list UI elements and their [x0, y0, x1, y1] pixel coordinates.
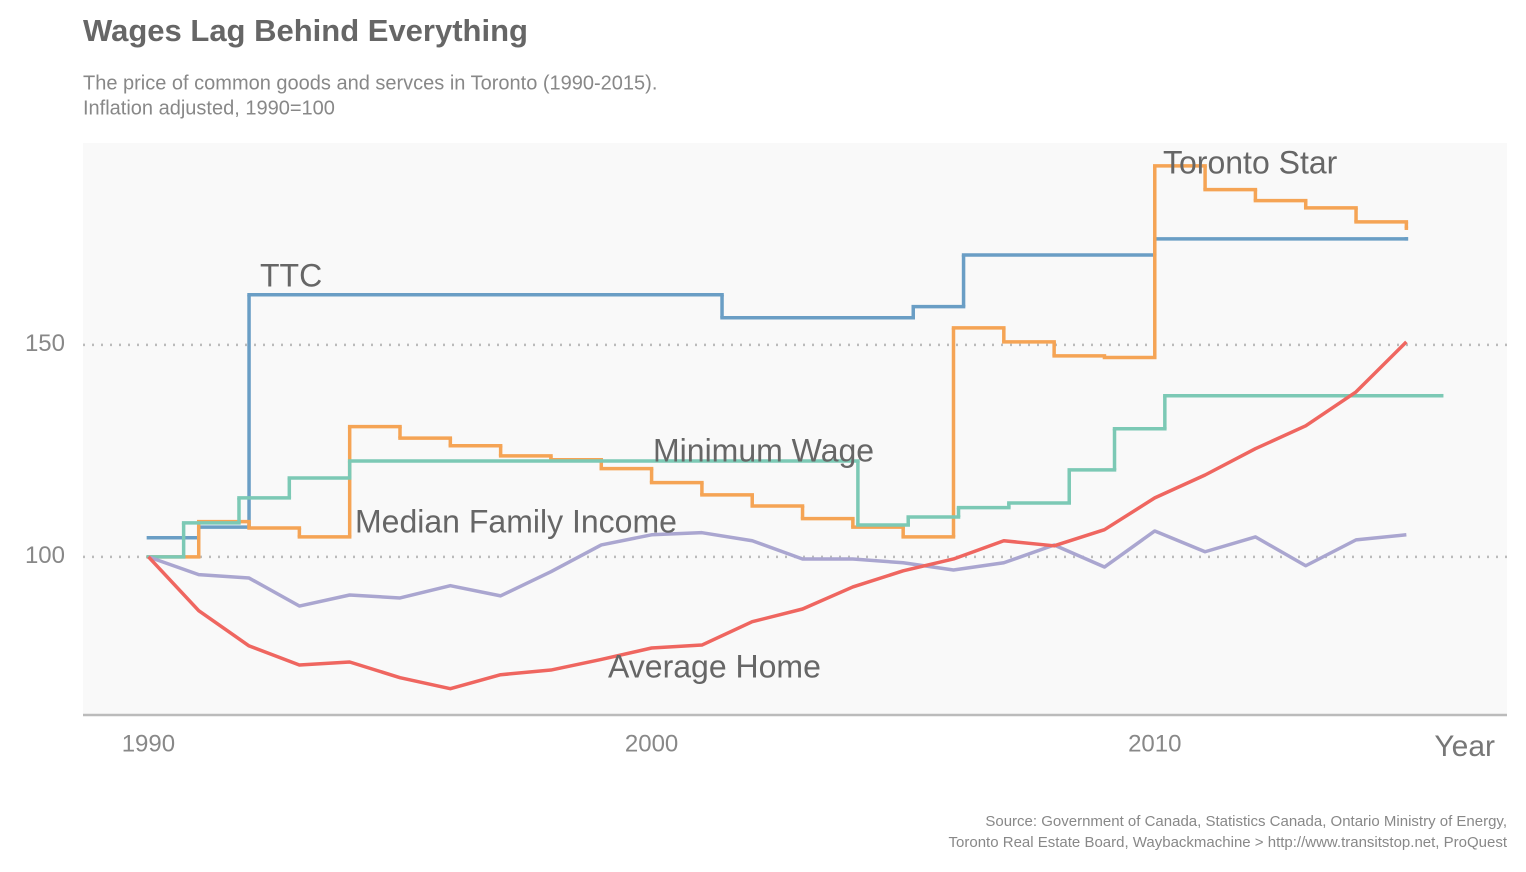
y-tick-label: 150	[25, 330, 65, 357]
plot-background	[83, 143, 1507, 715]
source: Toronto Real Estate Board, Waybackmachin…	[949, 834, 1508, 851]
series-label: Minimum Wage	[653, 432, 874, 468]
series-label: Average Home	[608, 648, 821, 684]
chart-title: Wages Lag Behind Everything	[83, 13, 528, 48]
series-label: Toronto Star	[1163, 144, 1338, 180]
line	[147, 340, 1408, 691]
series-label: Median Family Income	[355, 503, 677, 539]
x-tick-label: 2010	[1128, 730, 1181, 757]
line	[147, 529, 1407, 608]
subtitle: The price of common goods and servces in…	[83, 72, 657, 94]
series-label: TTC	[260, 257, 322, 293]
x-tick-label: 2000	[625, 730, 678, 757]
subtitle: Inflation adjusted, 1990=100	[83, 97, 335, 119]
source: Source: Government of Canada, Statistics…	[985, 813, 1507, 830]
y-tick-label: 100	[25, 542, 65, 569]
x-axis-label: Year	[1434, 730, 1495, 763]
x-tick-label: 1990	[122, 730, 175, 757]
